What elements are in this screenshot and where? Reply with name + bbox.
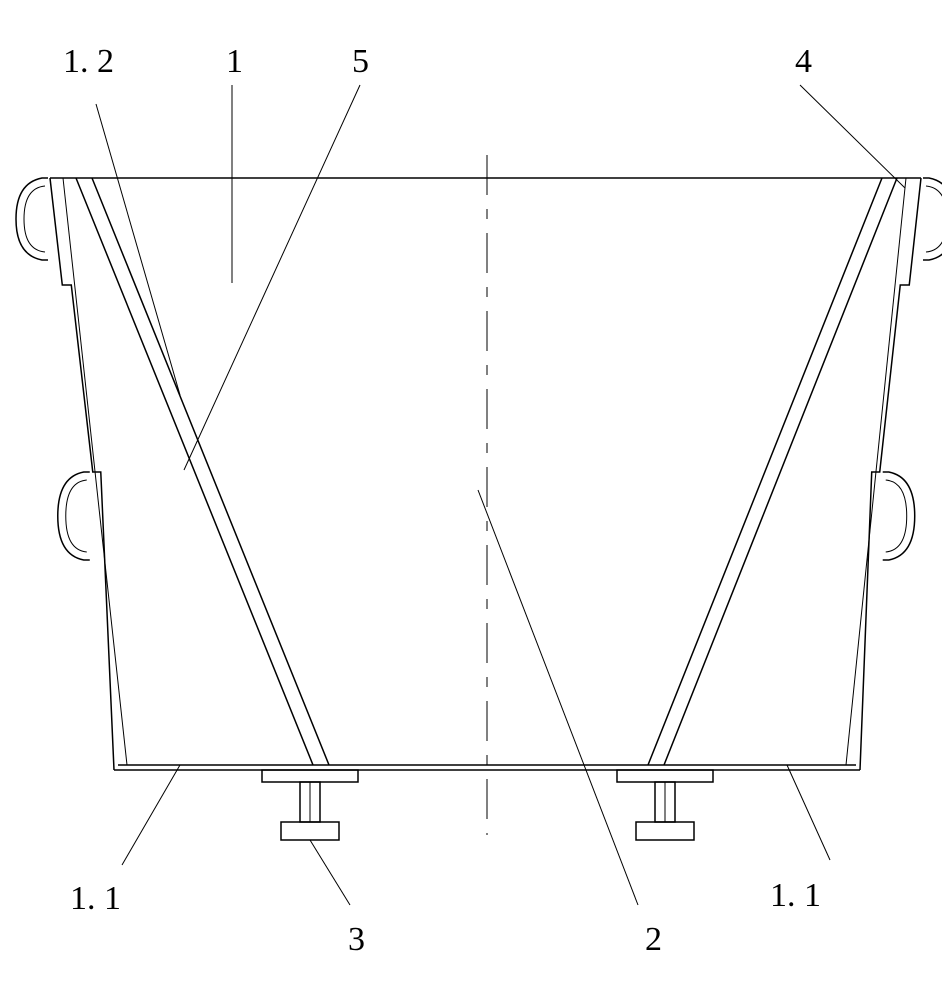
label-1: 1: [226, 43, 243, 81]
label-3: 3: [348, 921, 365, 959]
label-1-1-right: 1. 1: [770, 877, 821, 915]
label-2: 2: [645, 921, 662, 959]
label-5: 5: [352, 43, 369, 81]
label-1-2: 1. 2: [63, 43, 114, 81]
label-1-1-left: 1. 1: [70, 880, 121, 918]
technical-diagram: [0, 0, 942, 1000]
label-4: 4: [795, 43, 812, 81]
